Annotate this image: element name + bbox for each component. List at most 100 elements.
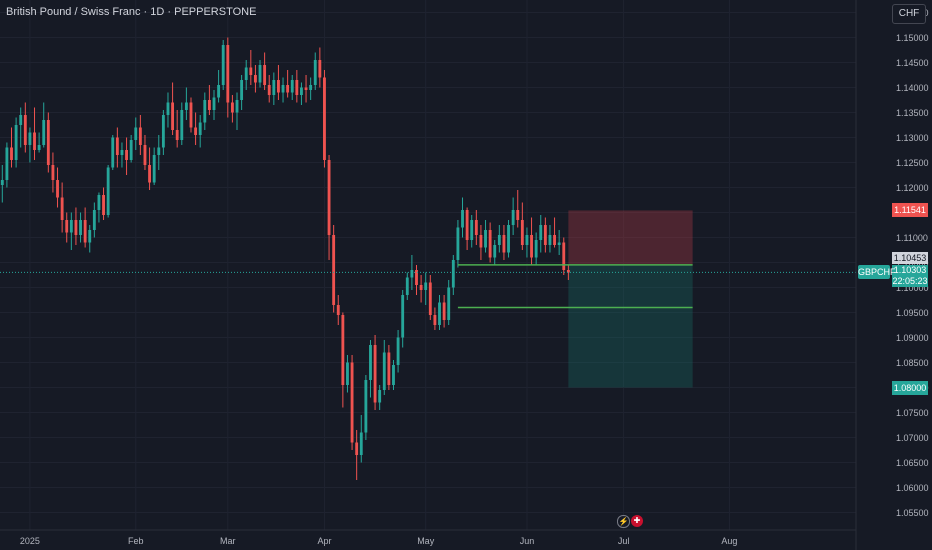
candle-body — [226, 45, 230, 103]
candle-down — [175, 110, 179, 148]
candle-body — [106, 167, 110, 215]
candles — [0, 37, 570, 480]
candle-up — [378, 385, 382, 410]
candle-body — [120, 150, 124, 155]
price-tick-label: 1.11000 — [896, 233, 928, 243]
candle-down — [304, 75, 308, 103]
candle-down — [415, 265, 418, 295]
chart-title: British Pound / Swiss Franc · 1D · PEPPE… — [6, 6, 257, 18]
currency-button[interactable]: CHF — [892, 4, 926, 24]
candle-up — [369, 340, 372, 398]
candle-up — [97, 192, 101, 223]
candle-body — [557, 242, 561, 245]
candle-body — [415, 270, 418, 285]
stop-loss-zone[interactable] — [568, 210, 693, 265]
price-tick-label: 1.10000 — [896, 283, 929, 293]
candle-up — [424, 272, 428, 305]
price-tick-label: 1.06500 — [896, 458, 929, 468]
candle-body — [309, 85, 313, 90]
candle-body — [378, 390, 382, 403]
candle-up — [244, 60, 248, 90]
candle-body — [470, 220, 474, 240]
time-axis[interactable]: 2025 Feb Mar Apr May Jun Jul Aug — [0, 529, 856, 546]
candle-body — [428, 282, 432, 315]
candle-down — [277, 65, 280, 100]
candle-body — [14, 125, 18, 160]
candle-body — [286, 85, 290, 93]
candle-body — [221, 45, 225, 85]
candle-up — [548, 225, 552, 253]
grid-lines — [0, 0, 856, 530]
candle-body — [465, 210, 469, 240]
candle-body — [396, 337, 400, 365]
candle-down — [341, 312, 345, 408]
candle-down — [543, 217, 547, 253]
candle-up — [507, 220, 510, 258]
candle-down — [323, 70, 326, 168]
current-price-badge: 1.10303 22:05:23 — [892, 265, 928, 288]
candle-body — [447, 287, 451, 320]
candle-body — [553, 235, 556, 245]
time-tick-label: Jun — [520, 536, 535, 546]
candle-up — [111, 135, 115, 170]
candle-up — [37, 132, 41, 153]
candle-up — [79, 212, 82, 243]
candle-up — [5, 142, 9, 188]
candle-body — [433, 315, 437, 325]
candle-body — [244, 67, 248, 80]
candle-body — [369, 345, 372, 380]
time-tick-label: 2025 — [20, 536, 40, 546]
candle-up — [88, 225, 92, 253]
candle-body — [438, 302, 441, 325]
candle-down — [442, 295, 446, 328]
candle-body — [530, 235, 533, 258]
candle-body — [350, 362, 354, 443]
candle-up — [511, 197, 515, 235]
candle-up — [447, 280, 451, 325]
candle-up — [19, 107, 23, 148]
candle-down — [189, 97, 193, 133]
candle-body — [263, 65, 267, 85]
candle-down — [566, 265, 570, 280]
price-level-lines — [0, 264, 856, 309]
candle-body — [235, 100, 239, 113]
candle-body — [520, 220, 524, 245]
uk-flag-icon[interactable]: ✚ — [631, 515, 643, 527]
flash-icon[interactable]: ⚡ — [617, 515, 630, 528]
candle-body — [493, 245, 497, 258]
candle-up — [300, 82, 303, 105]
candle-down — [253, 65, 257, 93]
candle-up — [539, 215, 543, 253]
candle-body — [83, 220, 87, 243]
candle-up — [106, 165, 110, 218]
candle-down — [355, 430, 359, 480]
candle-up — [42, 102, 46, 148]
candle-up — [161, 110, 165, 155]
candle-up — [120, 142, 124, 168]
candle-body — [0, 180, 4, 185]
candle-body — [562, 242, 566, 270]
candle-down — [332, 225, 336, 313]
candle-up — [235, 92, 239, 130]
price-tick-label: 1.14000 — [896, 83, 929, 93]
candle-up — [157, 135, 161, 170]
candle-up — [180, 102, 184, 145]
take-profit-zone[interactable] — [568, 264, 693, 388]
candle-body — [148, 165, 151, 183]
candle-up — [525, 227, 529, 258]
candle-up — [258, 60, 262, 88]
candle-body — [207, 100, 211, 110]
candle-body — [5, 147, 9, 180]
candle-body — [516, 210, 520, 220]
candle-body — [166, 102, 170, 115]
candle-up — [484, 220, 487, 253]
candle-body — [281, 85, 285, 93]
price-tick-label: 1.09000 — [896, 333, 929, 343]
candle-body — [134, 127, 138, 140]
price-tick-label: 1.07000 — [896, 433, 929, 443]
candle-body — [525, 235, 529, 245]
candle-body — [161, 115, 165, 148]
candle-body — [295, 80, 299, 95]
candle-body — [10, 147, 13, 160]
